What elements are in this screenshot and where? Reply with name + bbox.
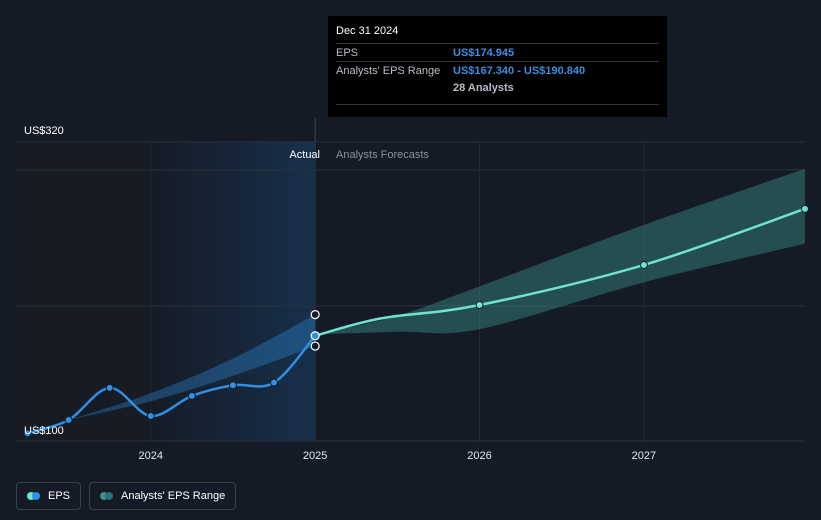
- past-region-highlight: [150, 142, 316, 441]
- forecast-label: Analysts Forecasts: [336, 149, 429, 161]
- tooltip-range-value: US$167.340 - US$190.840: [453, 64, 586, 77]
- eps-point: [187, 391, 196, 400]
- tooltip-date: Dec 31 2024: [336, 25, 399, 37]
- tooltip-eps-row: EPS US$174.945: [336, 43, 659, 61]
- legend-range-icon: [100, 492, 114, 500]
- hover-marker-high: [310, 310, 320, 320]
- tooltip-analysts-row: 28 Analysts: [336, 79, 659, 96]
- y-label-top: US$320: [24, 125, 64, 137]
- x-tick-label: 2026: [467, 450, 491, 462]
- tooltip-range-label: Analysts' EPS Range: [336, 64, 441, 77]
- legend-eps[interactable]: EPS: [16, 482, 82, 510]
- hover-marker-mid: [310, 331, 320, 341]
- tooltip-analysts: 28 Analysts: [453, 81, 514, 94]
- actual-label: Actual: [289, 149, 320, 161]
- eps-point: [270, 378, 279, 387]
- tooltip: Dec 31 2024 EPS US$174.945 Analysts' EPS…: [328, 16, 667, 117]
- legend-eps-label: EPS: [48, 490, 71, 502]
- forecast-point: [801, 204, 809, 213]
- legend-range[interactable]: Analysts' EPS Range: [89, 482, 237, 510]
- eps-point: [105, 383, 114, 392]
- tooltip-range-row: Analysts' EPS Range US$167.340 - US$190.…: [336, 61, 659, 79]
- forecast-range-band: [315, 168, 805, 335]
- forecast-point: [475, 301, 484, 310]
- eps-forecast-line: [314, 207, 806, 337]
- y-label-bottom: US$100: [24, 425, 64, 437]
- x-tick-label: 2027: [632, 450, 656, 462]
- hover-marker-low: [310, 341, 320, 351]
- legend: EPS Analysts' EPS Range: [16, 482, 237, 510]
- tooltip-eps-label: EPS: [336, 46, 359, 59]
- eps-point: [23, 429, 32, 438]
- legend-eps-icon: [27, 492, 40, 500]
- x-tick-label: 2025: [303, 450, 327, 462]
- eps-point: [146, 411, 155, 420]
- legend-range-label: Analysts' EPS Range: [121, 490, 226, 502]
- eps-point: [64, 415, 73, 424]
- eps-point: [228, 381, 237, 390]
- forecast-point: [639, 260, 648, 269]
- tooltip-eps-value: US$174.945: [453, 46, 515, 59]
- x-tick-label: 2024: [139, 450, 163, 462]
- past-region-dark: [16, 142, 151, 441]
